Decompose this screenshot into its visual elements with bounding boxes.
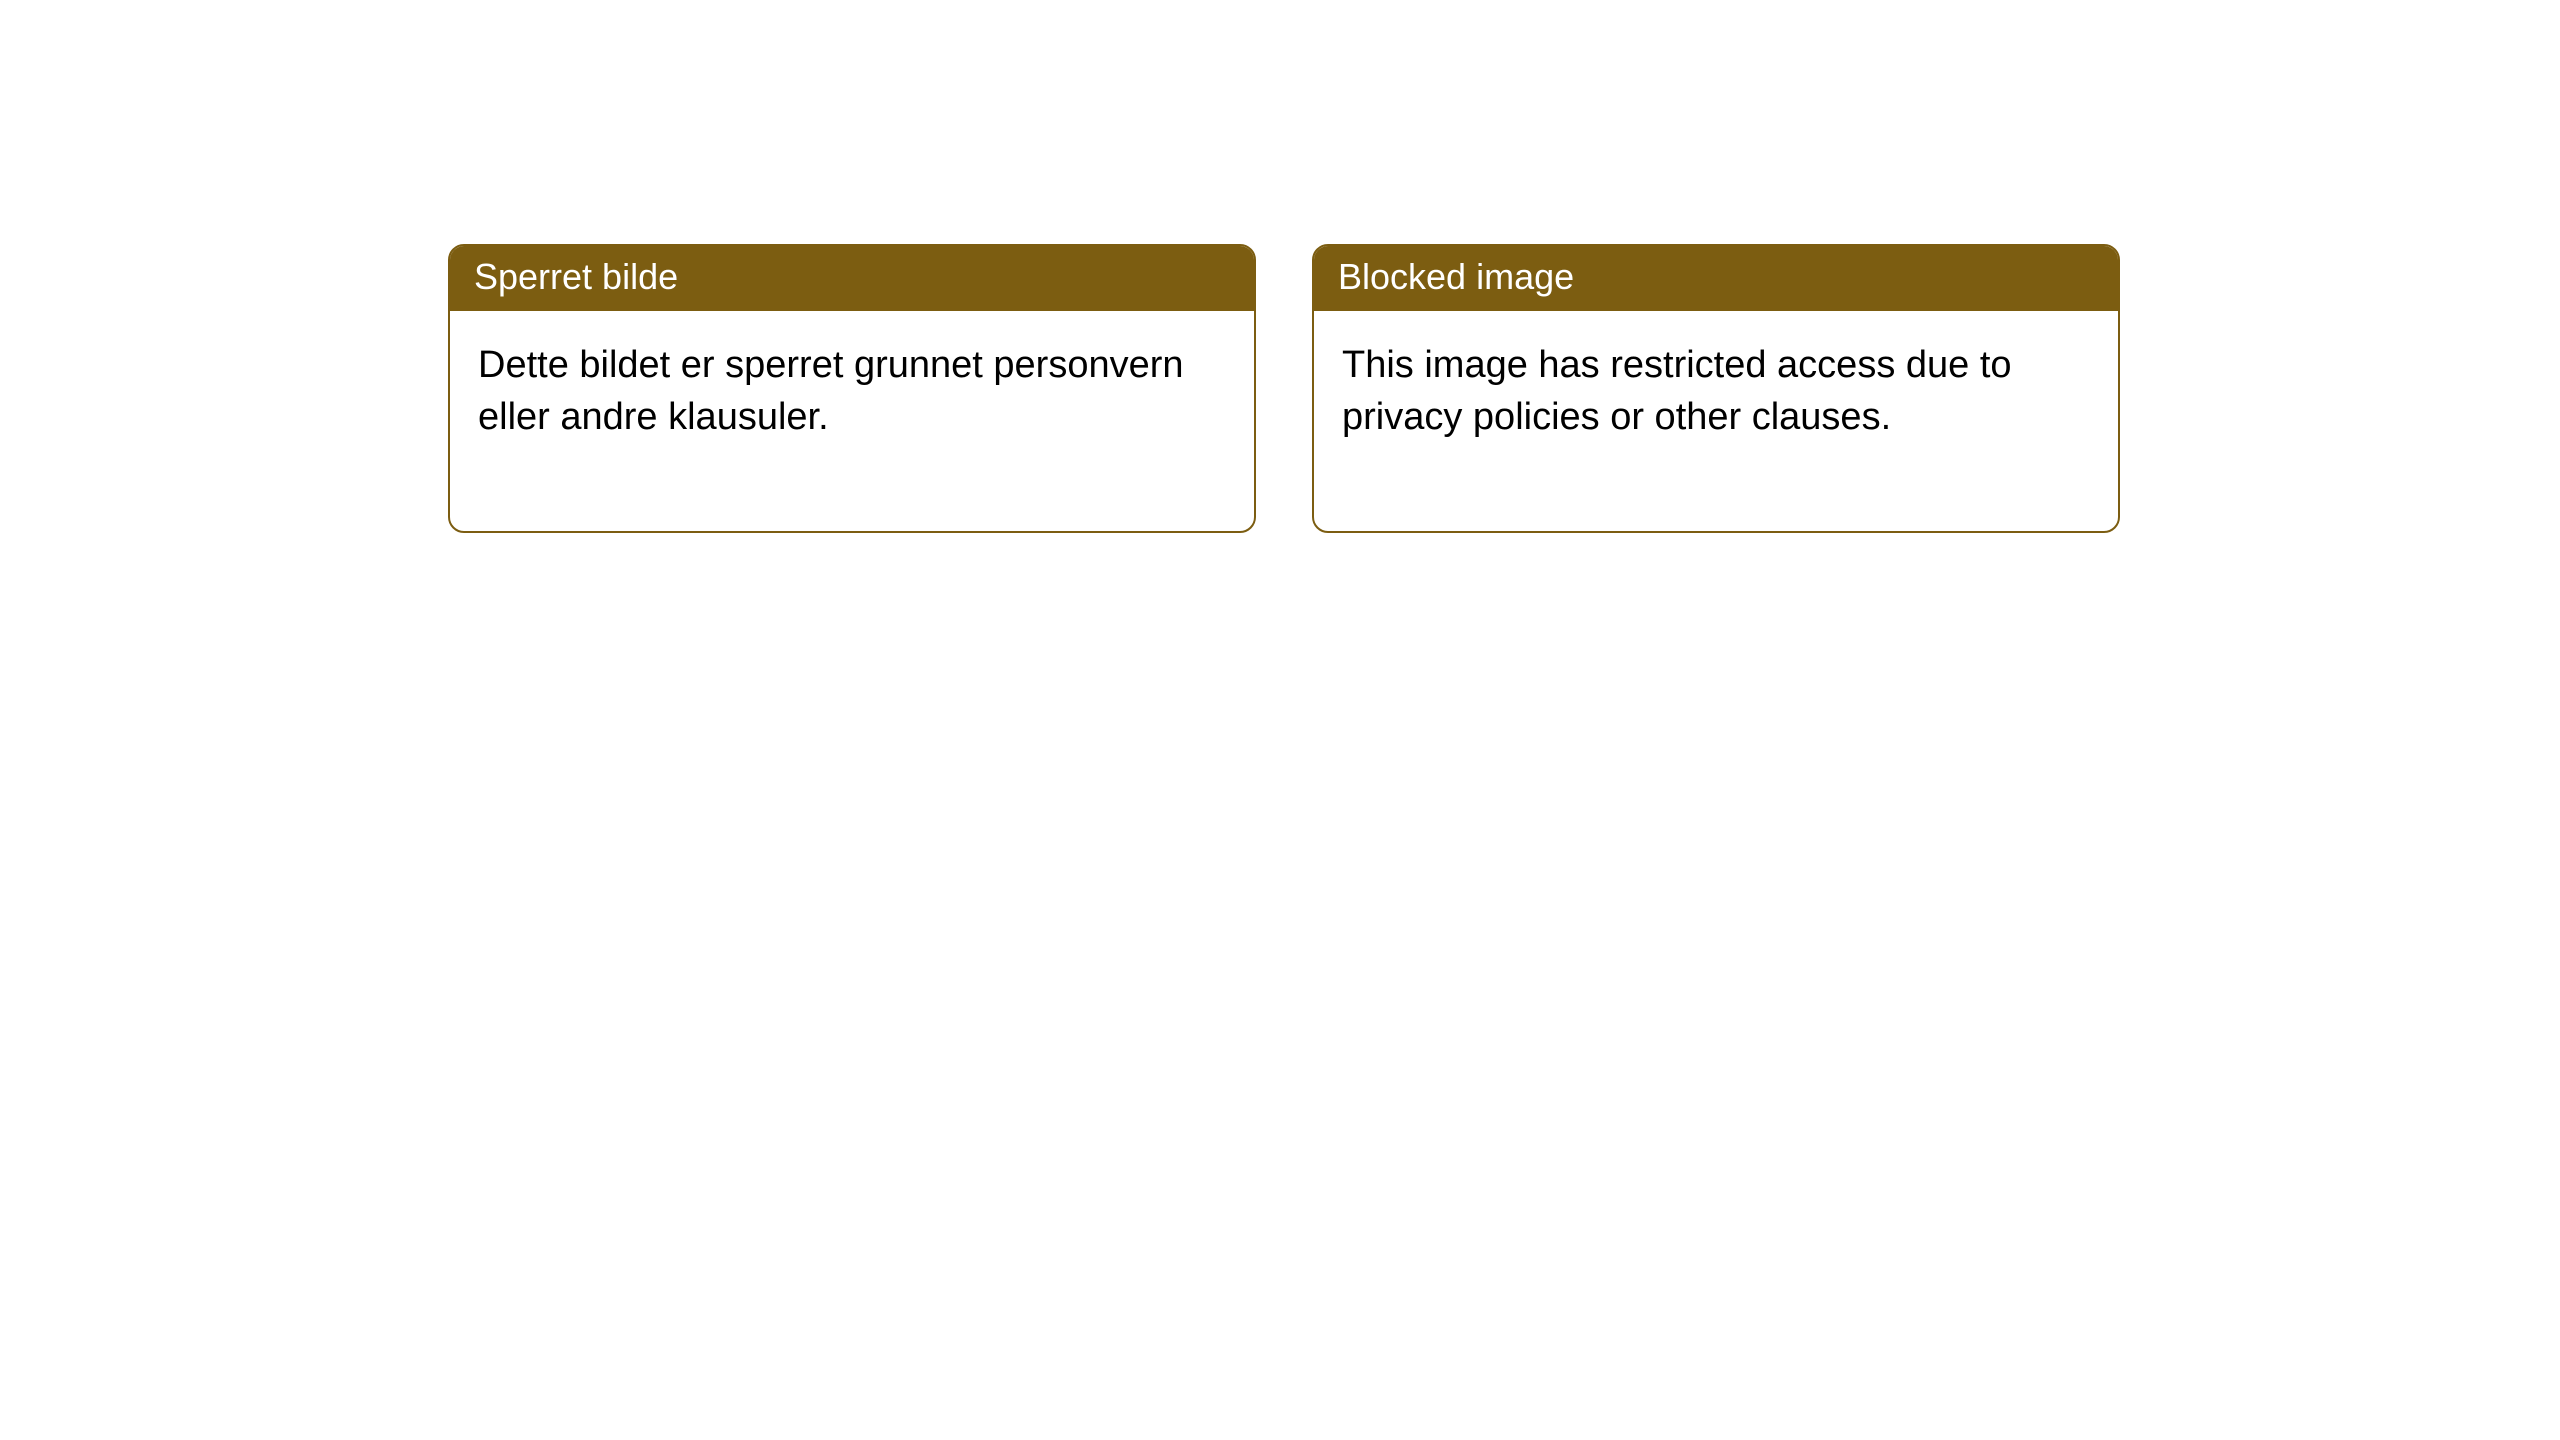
notice-card-norwegian: Sperret bilde Dette bildet er sperret gr… [448, 244, 1256, 533]
notice-body-english: This image has restricted access due to … [1314, 311, 2118, 531]
notice-container: Sperret bilde Dette bildet er sperret gr… [0, 0, 2560, 533]
notice-body-norwegian: Dette bildet er sperret grunnet personve… [450, 311, 1254, 531]
notice-card-english: Blocked image This image has restricted … [1312, 244, 2120, 533]
notice-title-english: Blocked image [1314, 246, 2118, 311]
notice-title-norwegian: Sperret bilde [450, 246, 1254, 311]
